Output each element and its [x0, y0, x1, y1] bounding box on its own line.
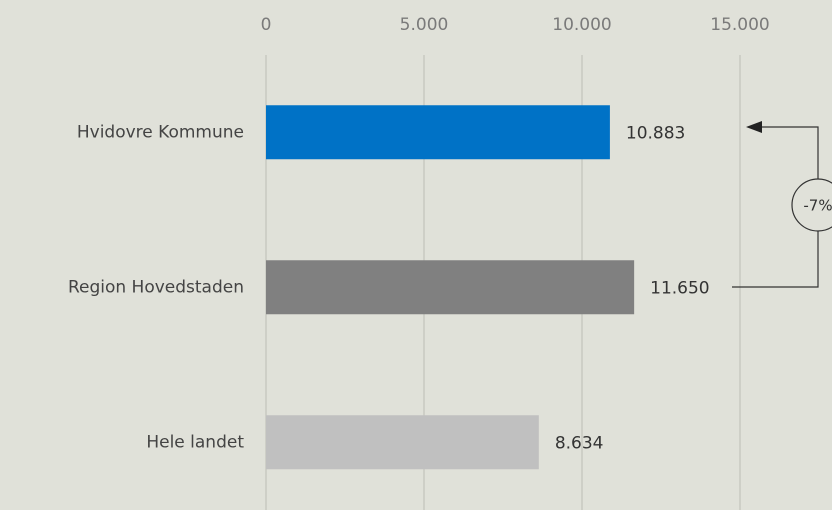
annotation-text: -7% [803, 197, 832, 215]
category-label: Hvidovre Kommune [77, 122, 244, 142]
category-label: Hele landet [146, 432, 244, 452]
bar [266, 415, 539, 470]
x-tick-label: 10.000 [552, 15, 611, 35]
value-label: 11.650 [650, 278, 709, 298]
comparison-annotation: -7% [732, 121, 832, 288]
bar [266, 105, 610, 160]
x-tick-label: 5.000 [400, 15, 449, 35]
arrow-head [746, 121, 762, 133]
value-label: 10.883 [626, 123, 685, 143]
bar [266, 260, 635, 315]
value-label: 8.634 [555, 433, 604, 453]
annotation-circle [791, 178, 832, 232]
x-tick-label: 0 [261, 15, 272, 35]
x-tick-label: 15.000 [710, 15, 769, 35]
category-label: Region Hovedstaden [68, 277, 244, 297]
